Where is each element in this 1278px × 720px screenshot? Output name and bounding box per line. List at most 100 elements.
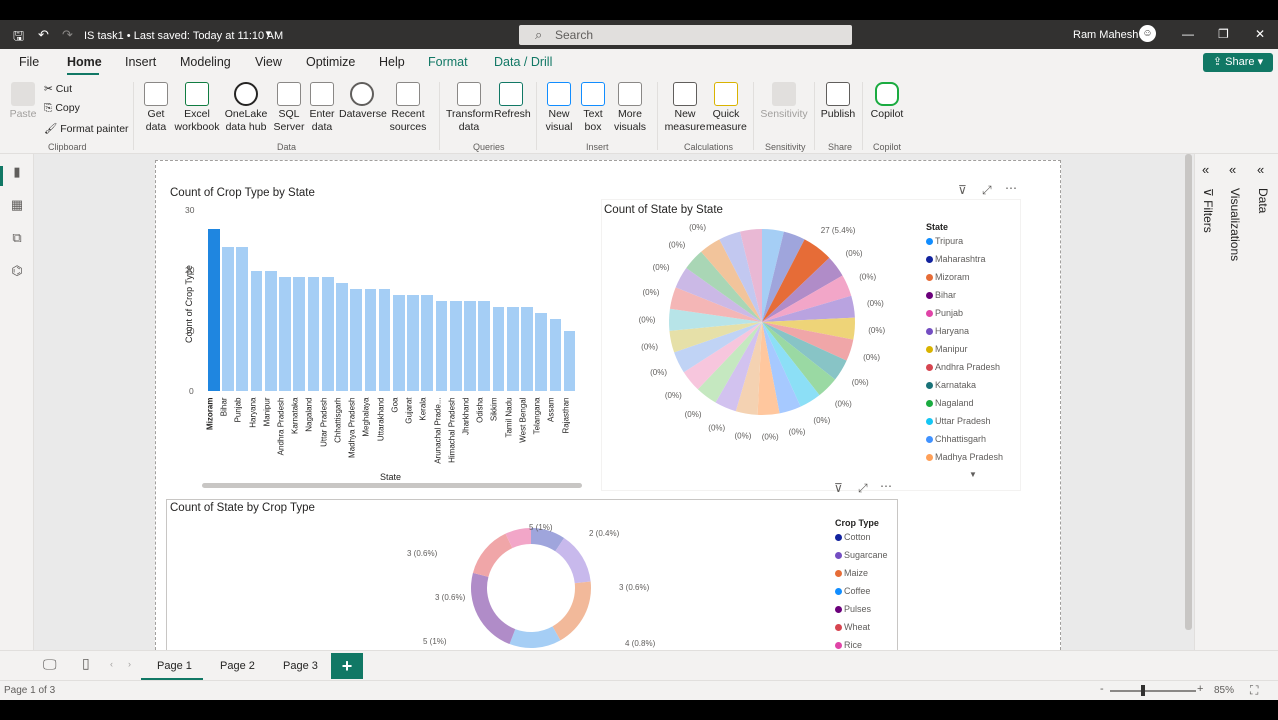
more-options-icon[interactable]: ⋯ bbox=[1005, 181, 1017, 195]
pie-slice[interactable] bbox=[762, 317, 855, 340]
pie-slice[interactable] bbox=[735, 322, 762, 415]
bar[interactable] bbox=[506, 307, 519, 391]
legend-item[interactable]: Madhya Pradesh bbox=[926, 452, 1003, 462]
pie-slice[interactable] bbox=[762, 322, 801, 414]
bar[interactable] bbox=[521, 307, 533, 391]
filters-pane-tab[interactable]: ⊽ Filters bbox=[1201, 188, 1215, 233]
legend-item[interactable]: Cotton bbox=[835, 532, 871, 542]
report-view-icon[interactable]: ▮ bbox=[13, 164, 21, 179]
scrollbar-thumb[interactable] bbox=[1185, 154, 1192, 630]
refresh-button[interactable]: Refresh bbox=[494, 82, 531, 121]
pie-slice[interactable] bbox=[762, 229, 784, 322]
bar[interactable] bbox=[393, 295, 405, 391]
pie-slice[interactable] bbox=[675, 268, 762, 322]
bar[interactable] bbox=[264, 271, 277, 391]
cut-button[interactable]: ✂ Cut bbox=[44, 83, 73, 95]
pie-slice[interactable] bbox=[762, 322, 854, 361]
onelake-button[interactable]: OneLake data hub bbox=[222, 82, 270, 134]
pie-slice[interactable] bbox=[686, 251, 762, 322]
bar[interactable] bbox=[464, 301, 476, 391]
legend-item[interactable]: Nagaland bbox=[926, 398, 974, 408]
tab-format[interactable]: Format bbox=[428, 55, 468, 69]
format-painter-button[interactable]: 🖌 Format painter bbox=[44, 123, 129, 135]
legend-item[interactable]: Maize bbox=[835, 568, 868, 578]
enter-data-button[interactable]: Enter data bbox=[307, 82, 337, 134]
tab-help[interactable]: Help bbox=[379, 55, 405, 69]
tab-page-3[interactable]: Page 3 bbox=[283, 660, 318, 672]
tab-page-2[interactable]: Page 2 bbox=[220, 660, 255, 672]
pie-slice[interactable] bbox=[757, 322, 780, 415]
tab-data-drill[interactable]: Data / Drill bbox=[494, 55, 553, 69]
sensitivity-button[interactable]: Sensitivity bbox=[760, 82, 808, 121]
legend-item[interactable]: Sugarcane bbox=[835, 550, 888, 560]
legend-item[interactable]: Andhra Pradesh bbox=[926, 362, 1000, 372]
pie-slice[interactable] bbox=[762, 295, 855, 322]
pie-slice[interactable] bbox=[701, 239, 762, 322]
desktop-layout-icon[interactable]: 🖵 bbox=[43, 656, 57, 672]
legend-item[interactable]: Chhattisgarh bbox=[926, 434, 986, 444]
focus-mode-icon[interactable]: ⤢ bbox=[858, 481, 868, 495]
pie-slice[interactable] bbox=[740, 229, 762, 322]
bar[interactable] bbox=[293, 277, 306, 391]
tab-view[interactable]: View bbox=[255, 55, 282, 69]
pie-slice[interactable] bbox=[762, 239, 830, 322]
collapse-visualizations-icon[interactable]: « bbox=[1229, 162, 1237, 177]
donut-slice[interactable] bbox=[509, 626, 561, 648]
bar-chart-scrollbar[interactable] bbox=[202, 483, 582, 488]
pie-slice[interactable] bbox=[669, 287, 762, 322]
sql-server-button[interactable]: SQL Server bbox=[273, 82, 305, 134]
new-visual-button[interactable]: New visual bbox=[543, 82, 575, 134]
copilot-button[interactable]: Copilot bbox=[868, 82, 906, 121]
zoom-in-icon[interactable]: + bbox=[1197, 683, 1204, 695]
legend-item[interactable]: Pulses bbox=[835, 604, 871, 614]
new-measure-button[interactable]: New measure bbox=[664, 82, 706, 134]
tab-page-1[interactable]: Page 1 bbox=[157, 660, 192, 672]
filter-icon[interactable]: ⊽ bbox=[834, 481, 843, 495]
pie-slice[interactable] bbox=[719, 231, 762, 322]
zoom-out-icon[interactable]: - bbox=[1100, 683, 1104, 695]
scroll-left-icon[interactable]: ‹ bbox=[110, 659, 113, 669]
bar[interactable] bbox=[535, 313, 547, 391]
zoom-slider[interactable] bbox=[1110, 690, 1196, 692]
pie-chart-visual[interactable]: Count of State by State (0%) (0%) 27 (5.4%… bbox=[601, 199, 1021, 491]
close-icon[interactable]: ✕ bbox=[1255, 27, 1266, 41]
quick-measure-button[interactable]: Quick measure bbox=[706, 82, 747, 134]
bar[interactable] bbox=[407, 295, 419, 391]
search-input[interactable]: ⌕ Search bbox=[519, 25, 852, 45]
tab-optimize[interactable]: Optimize bbox=[306, 55, 356, 69]
minimize-icon[interactable]: — bbox=[1182, 27, 1194, 41]
donut-slice[interactable] bbox=[555, 537, 591, 584]
add-page-button[interactable]: + bbox=[331, 653, 363, 679]
legend-item[interactable]: Bihar bbox=[926, 290, 956, 300]
pie-slice[interactable] bbox=[762, 231, 805, 322]
tab-modeling[interactable]: Modeling bbox=[180, 55, 231, 69]
copy-button[interactable]: ⎘ Copy bbox=[44, 102, 80, 114]
bar[interactable] bbox=[478, 301, 491, 391]
bar[interactable] bbox=[449, 301, 462, 391]
zoom-level[interactable]: 85% bbox=[1214, 685, 1235, 696]
bar[interactable] bbox=[364, 289, 377, 391]
pie-slice[interactable] bbox=[697, 322, 762, 403]
share-button[interactable]: ⇪ Share ▾ bbox=[1203, 53, 1273, 72]
donut-chart-visual[interactable]: Count of State by Crop Type 5 (1%) 2 (0.4… bbox=[166, 499, 898, 651]
bar[interactable] bbox=[336, 283, 348, 391]
pie-slice[interactable] bbox=[669, 322, 762, 353]
collapse-data-icon[interactable]: « bbox=[1257, 162, 1265, 177]
get-data-button[interactable]: Get data bbox=[140, 82, 172, 134]
pie-slice[interactable] bbox=[762, 275, 852, 323]
text-box-button[interactable]: Text box bbox=[578, 82, 608, 134]
bar[interactable] bbox=[492, 307, 505, 391]
legend-item[interactable]: Mizoram bbox=[926, 272, 970, 282]
focus-mode-icon[interactable]: ⤢ bbox=[982, 183, 992, 197]
pie-slice[interactable] bbox=[762, 257, 843, 322]
table-view-icon[interactable]: ▦ bbox=[10, 197, 24, 212]
bar[interactable] bbox=[236, 247, 249, 391]
dataverse-button[interactable]: Dataverse bbox=[339, 82, 387, 121]
bar[interactable] bbox=[321, 277, 334, 391]
more-visuals-button[interactable]: More visuals bbox=[610, 82, 650, 134]
legend-item[interactable]: Haryana bbox=[926, 326, 969, 336]
tab-insert[interactable]: Insert bbox=[125, 55, 157, 69]
fit-to-page-icon[interactable]: ⛶ bbox=[1250, 683, 1259, 697]
save-icon[interactable]: 🖫 bbox=[13, 28, 25, 43]
mobile-layout-icon[interactable]: ▯ bbox=[82, 655, 90, 671]
